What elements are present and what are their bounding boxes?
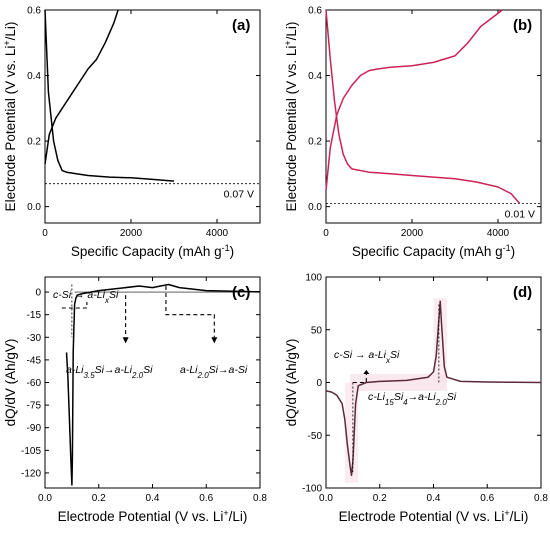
y-tick-label: -50	[308, 431, 323, 442]
x-tick-label: 2000	[120, 228, 143, 239]
x-tick-label: 0.0	[38, 493, 52, 504]
annotation-text: c-Si → a-LixSi	[53, 289, 119, 305]
x-tick-label: 4000	[206, 228, 229, 239]
panel-label: (b)	[513, 17, 532, 34]
y-tick-label: -120	[21, 468, 41, 479]
panel-label: (a)	[232, 17, 250, 34]
chart-panel-d: 0.0 0.2 0.4 0.6 0.8 -100 -50 0 50 100 Electrode Po…	[284, 273, 548, 525]
y-tick-label: 50	[311, 325, 323, 336]
y-tick-label: 0.4	[27, 71, 41, 82]
panel-label: (c)	[232, 284, 250, 301]
series-line-a-1	[44, 9, 119, 165]
y-tick-label: 0.0	[27, 202, 41, 213]
y-axis-label: Electrode Potential (V vs. Li+/Li)	[2, 22, 18, 212]
y-tick-label: -75	[27, 401, 42, 412]
annotation-arrow	[61, 302, 88, 309]
y-tick-label: 0.0	[308, 202, 322, 213]
chart-panel-b: 0 2000 4000 0.0 0.2 0.4 0.6 Specific Capacity (…	[283, 6, 542, 259]
y-tick-label: 0	[316, 378, 322, 389]
annotation-text: c-Si → a-LixSi	[334, 349, 400, 365]
annotation-arrowhead	[363, 369, 370, 375]
y-tick-label: -15	[27, 310, 42, 321]
x-tick-label: 0	[323, 228, 329, 239]
x-tick-label: 0.8	[253, 493, 267, 504]
plot-frame	[44, 276, 261, 489]
x-tick-label: 2000	[401, 228, 424, 239]
y-tick-label: 0.4	[308, 71, 322, 82]
x-tick-label: 0.8	[534, 493, 548, 504]
reference-line-label: 0.01 V	[505, 208, 535, 220]
y-tick-label: 100	[305, 273, 322, 284]
annotation-arrowhead	[211, 337, 218, 344]
annotation-arrowhead	[122, 337, 129, 344]
y-tick-label: -30	[27, 333, 42, 344]
y-axis-label: dQ/dV (Ah/gV)	[284, 339, 299, 427]
x-axis-label: Electrode Potential (V vs. Li+/Li)	[58, 508, 248, 524]
y-tick-label: 0	[35, 288, 41, 299]
plot-frame	[325, 9, 542, 224]
y-axis-label: dQ/dV (Ah/gV)	[3, 339, 18, 427]
x-tick-label: 0.4	[427, 493, 441, 504]
series-line-d-0	[325, 300, 542, 477]
x-tick-label: 0.4	[146, 493, 160, 504]
y-tick-label: 0.2	[27, 137, 41, 148]
x-tick-label: 0.2	[373, 493, 387, 504]
plot-frame	[44, 9, 261, 224]
y-tick-label: -105	[21, 446, 41, 457]
y-axis-label: Electrode Potential (V vs. Li+/Li)	[283, 22, 299, 212]
x-tick-label: 4000	[487, 228, 510, 239]
y-tick-label: -60	[27, 378, 42, 389]
annotation-text: c-Li15Si4→a-Li2.0Si	[368, 391, 457, 407]
annotation-arrow	[165, 286, 215, 338]
chart-panel-c: 0.0 0.2 0.4 0.6 0.8 0 -15 -30 -45 -60 -75 -90 -105 -1…	[3, 276, 267, 524]
series-line-b-1	[325, 9, 503, 191]
y-tick-label: -45	[27, 355, 42, 366]
y-tick-label: 0.2	[308, 137, 322, 148]
y-tick-label: 0.6	[27, 6, 41, 17]
y-tick-label: -90	[27, 423, 42, 434]
annotation-text: a-Li3.5Si→a-Li2.0Si	[66, 364, 153, 380]
panel-label: (d)	[513, 284, 532, 301]
x-tick-label: 0.0	[319, 493, 333, 504]
series-line-c-0	[65, 283, 261, 486]
x-axis-label: Specific Capacity (mAh g-1)	[352, 243, 515, 259]
x-tick-label: 0	[42, 228, 48, 239]
x-axis-label: Electrode Potential (V vs. Li+/Li)	[339, 508, 529, 524]
y-tick-label: 0.6	[308, 6, 322, 17]
reference-line-label: 0.07 V	[224, 189, 254, 201]
x-axis-label: Specific Capacity (mAh g-1)	[71, 243, 234, 259]
y-tick-label: -100	[302, 484, 322, 495]
x-tick-label: 0.2	[92, 493, 106, 504]
x-tick-label: 0.6	[199, 493, 213, 504]
x-tick-label: 0.6	[480, 493, 494, 504]
annotation-text: a-Li2.0Si→a-Si	[180, 364, 248, 380]
chart-panel-a: 0 2000 4000 0.0 0.2 0.4 0.6 Specific Capacity (…	[2, 6, 261, 259]
series-line-b-0	[325, 9, 521, 204]
series-line-a-0	[44, 9, 175, 182]
